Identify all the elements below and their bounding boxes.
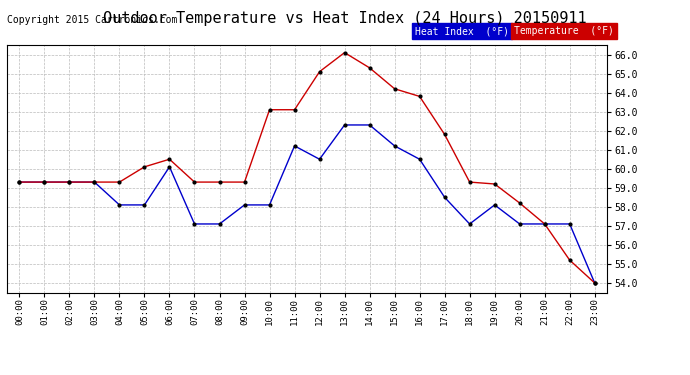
Text: Temperature  (°F): Temperature (°F) xyxy=(514,26,614,36)
Text: Outdoor Temperature vs Heat Index (24 Hours) 20150911: Outdoor Temperature vs Heat Index (24 Ho… xyxy=(104,11,586,26)
Text: Copyright 2015 Cartronics.com: Copyright 2015 Cartronics.com xyxy=(7,15,177,25)
Text: Heat Index  (°F): Heat Index (°F) xyxy=(415,26,509,36)
